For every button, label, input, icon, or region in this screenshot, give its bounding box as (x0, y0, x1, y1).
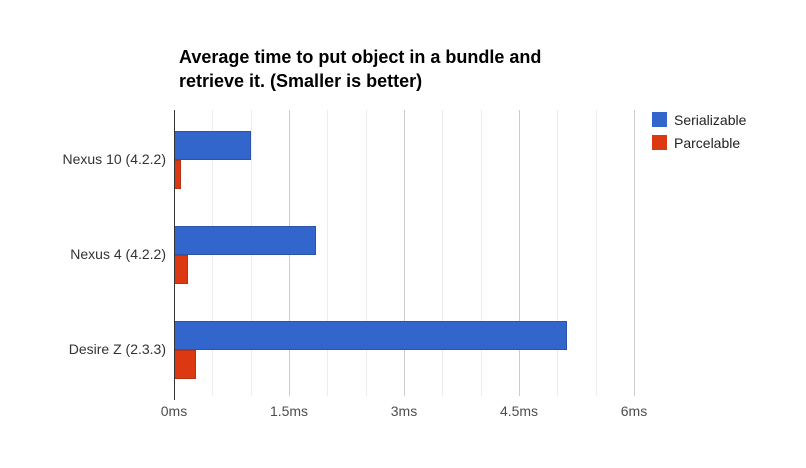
x-tick-label: 3ms (390, 403, 418, 419)
x-tick-label: 4.5ms (499, 403, 539, 419)
bar-parcelable (174, 160, 181, 189)
gridline (480, 110, 482, 396)
gridline (327, 110, 329, 396)
legend-label: Serializable (674, 111, 747, 128)
chart-title-line-2: retrieve it. (Smaller is better) (179, 71, 423, 91)
x-tick-label: 0ms (160, 403, 188, 419)
legend-item: Parcelable (652, 134, 746, 151)
gridline (365, 110, 367, 396)
x-tick-label: 1.5ms (269, 403, 309, 419)
gridline (595, 110, 597, 396)
gridline (442, 110, 444, 396)
legend-label: Parcelable (674, 134, 741, 151)
gridline (634, 110, 635, 396)
gridline (404, 110, 405, 396)
legend-swatch-serializable (652, 112, 667, 127)
chart-title: Average time to put object in a bundle a… (179, 45, 541, 93)
plot-area (174, 110, 635, 400)
legend: Serializable Parcelable (652, 112, 746, 158)
legend-item: Serializable (652, 111, 747, 128)
bar-serializable (174, 131, 251, 160)
legend-swatch-parcelable (652, 135, 667, 150)
bar-parcelable (174, 255, 188, 284)
gridline (557, 110, 559, 396)
bar-parcelable (174, 350, 197, 379)
gridline (519, 110, 520, 396)
category-label: Nexus 10 (4.2.2) (62, 151, 167, 167)
category-label: Nexus 4 (4.2.2) (70, 246, 166, 262)
y-axis-line (174, 110, 175, 400)
chart-title-line-1: Average time to put object in a bundle a… (179, 47, 542, 67)
category-label: Desire Z (2.3.3) (68, 341, 166, 357)
x-tick-label: 6ms (620, 403, 648, 419)
bar-serializable (174, 321, 567, 350)
bar-serializable (174, 226, 316, 255)
